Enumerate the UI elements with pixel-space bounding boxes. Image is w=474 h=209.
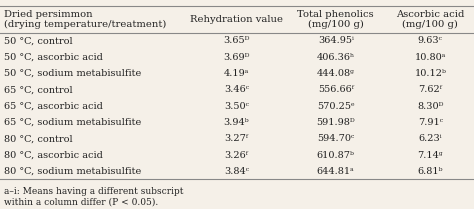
Text: 8.30ᴰ: 8.30ᴰ (417, 102, 444, 111)
Text: 594.70ᶜ: 594.70ᶜ (317, 134, 355, 143)
Text: 50 °C, ascorbic acid: 50 °C, ascorbic acid (4, 53, 103, 62)
Text: 610.87ᵇ: 610.87ᵇ (317, 150, 355, 159)
Text: 7.14ᵍ: 7.14ᵍ (418, 150, 443, 159)
Text: 3.26ᶠ: 3.26ᶠ (225, 150, 248, 159)
Text: 3.84ᶜ: 3.84ᶜ (224, 167, 249, 176)
Text: 6.23ⁱ: 6.23ⁱ (419, 134, 442, 143)
Text: 65 °C, ascorbic acid: 65 °C, ascorbic acid (4, 102, 103, 111)
Text: Ascorbic acid
(mg/100 g): Ascorbic acid (mg/100 g) (396, 10, 465, 29)
Text: 444.08ᵍ: 444.08ᵍ (317, 69, 355, 78)
Text: 364.95ⁱ: 364.95ⁱ (318, 36, 354, 45)
Text: a–i: Means having a different subscript
within a column differ (P < 0.05).: a–i: Means having a different subscript … (4, 187, 183, 207)
Text: 570.25ᵉ: 570.25ᵉ (317, 102, 355, 111)
Text: Rehydration value: Rehydration value (190, 15, 283, 24)
Text: 3.65ᴰ: 3.65ᴰ (223, 36, 250, 45)
Text: Total phenolics
(mg/100 g): Total phenolics (mg/100 g) (297, 10, 374, 29)
Text: 4.19ᵃ: 4.19ᵃ (224, 69, 249, 78)
Text: 80 °C, control: 80 °C, control (4, 134, 73, 143)
Text: 591.98ᴰ: 591.98ᴰ (316, 118, 355, 127)
Text: 3.46ᶜ: 3.46ᶜ (224, 85, 249, 94)
Text: 50 °C, sodium metabisulfite: 50 °C, sodium metabisulfite (4, 69, 141, 78)
Text: 7.62ᶠ: 7.62ᶠ (419, 85, 442, 94)
Text: 6.81ᵇ: 6.81ᵇ (418, 167, 443, 176)
Text: 406.36ʰ: 406.36ʰ (317, 53, 355, 62)
Text: 3.27ᶠ: 3.27ᶠ (224, 134, 248, 143)
Text: 65 °C, control: 65 °C, control (4, 85, 73, 94)
Text: 556.66ᶠ: 556.66ᶠ (318, 85, 354, 94)
Text: 644.81ᵃ: 644.81ᵃ (317, 167, 355, 176)
Text: 3.69ᴰ: 3.69ᴰ (223, 53, 250, 62)
Text: 10.12ᵇ: 10.12ᵇ (414, 69, 446, 78)
Text: 3.94ᵇ: 3.94ᵇ (224, 118, 249, 127)
Text: 80 °C, sodium metabisulfite: 80 °C, sodium metabisulfite (4, 167, 141, 176)
Text: 10.80ᵃ: 10.80ᵃ (415, 53, 446, 62)
Text: 80 °C, ascorbic acid: 80 °C, ascorbic acid (4, 150, 103, 159)
Text: 7.91ᶜ: 7.91ᶜ (418, 118, 443, 127)
Text: 50 °C, control: 50 °C, control (4, 36, 73, 45)
Text: Dried persimmon
(drying temperature/treatment): Dried persimmon (drying temperature/trea… (4, 10, 166, 29)
Text: 9.63ᶜ: 9.63ᶜ (418, 36, 443, 45)
Text: 65 °C, sodium metabisulfite: 65 °C, sodium metabisulfite (4, 118, 141, 127)
Text: 3.50ᶜ: 3.50ᶜ (224, 102, 249, 111)
